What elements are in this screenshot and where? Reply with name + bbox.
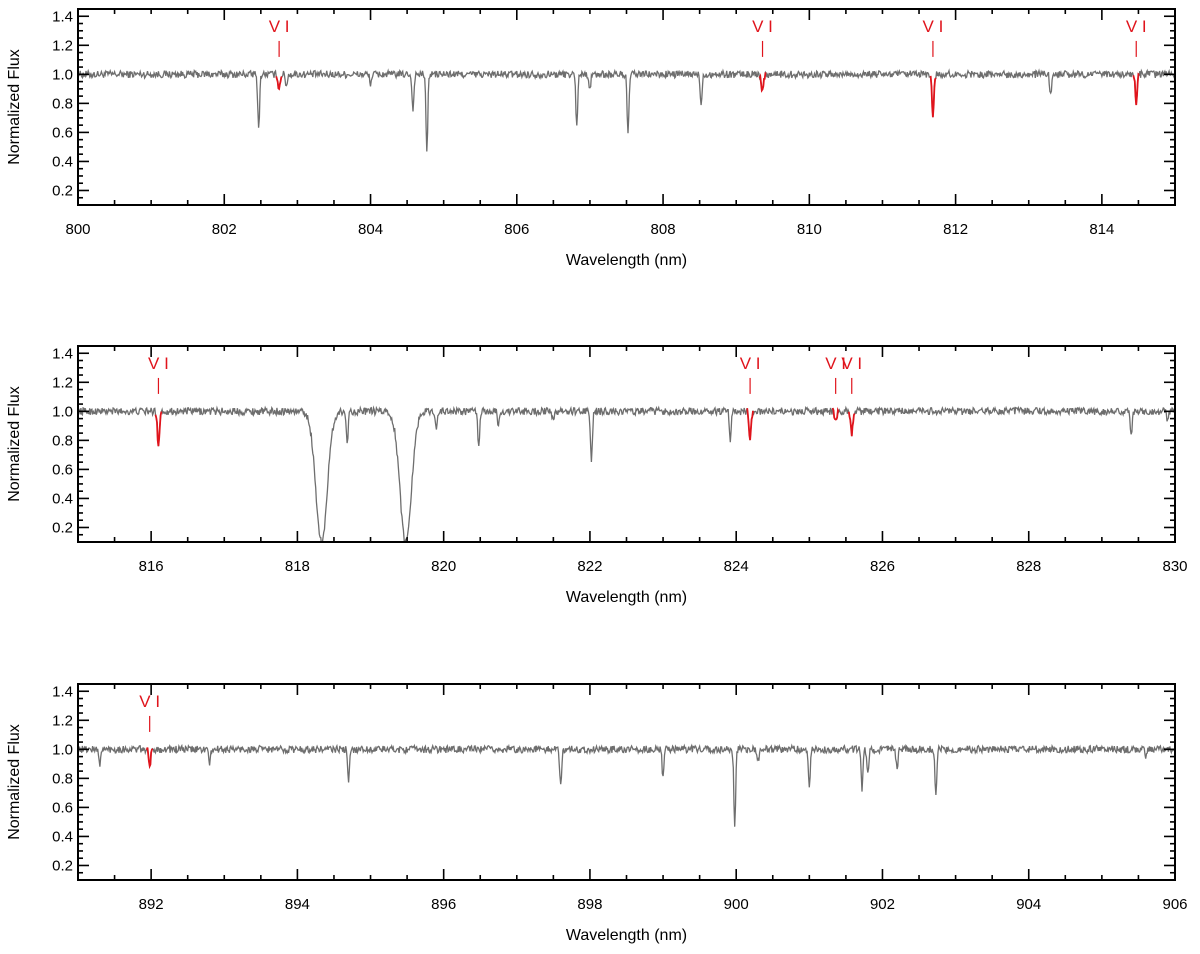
panel-1-xtick-label: 800 xyxy=(65,221,90,238)
panel-2-xtick-label: 824 xyxy=(724,558,749,575)
panel-2-ytick-label: 0.8 xyxy=(52,432,73,449)
panel-3-ytick-label: 0.4 xyxy=(52,828,73,845)
panel-2-vi-profile-2 xyxy=(746,408,754,441)
panel-2-spectrum-line xyxy=(78,405,1175,542)
panel-2-vi-profile-4 xyxy=(847,411,856,437)
panel-3-xtick-label: 900 xyxy=(724,896,749,913)
panel-2-ytick-label: 0.2 xyxy=(52,519,73,536)
panel-2-xtick-label: 830 xyxy=(1162,558,1187,575)
panel-3-axes-frame xyxy=(77,683,1176,881)
panel-3-x-axis-title: Wavelength (nm) xyxy=(566,927,687,944)
panel-1-xtick-label: 808 xyxy=(651,221,676,238)
panel-3-ytick-label: 1.4 xyxy=(52,683,73,700)
panel-2-ytick-label: 1.4 xyxy=(52,345,73,362)
panel-3-ytick-label: 0.6 xyxy=(52,799,73,816)
panel-1-ytick-label: 0.4 xyxy=(52,153,73,170)
panel-1-xtick-label: 804 xyxy=(358,221,383,238)
panel-1-vi-profile-4 xyxy=(1132,72,1140,106)
panel-3-xtick-label: 906 xyxy=(1162,896,1187,913)
panel-1-vi-profile-1 xyxy=(275,76,283,91)
panel-1-ytick-label: 1.4 xyxy=(52,8,73,25)
panel-1-x-axis-title: Wavelength (nm) xyxy=(566,252,687,269)
panel-1-xtick-label: 810 xyxy=(797,221,822,238)
panel-2-vi-label-4: V I xyxy=(841,354,862,373)
panel-1-xtick-label: 812 xyxy=(943,221,968,238)
panel-2-xtick-label: 826 xyxy=(870,558,895,575)
panel-2-xtick-label: 820 xyxy=(431,558,456,575)
panel-1-y-axis-title: Normalized Flux xyxy=(6,49,23,165)
panel-1-spectrum-line xyxy=(78,68,1175,152)
panel-2-ytick-label: 1.2 xyxy=(52,374,73,391)
panel-1-vi-label-1: V I xyxy=(269,17,290,36)
panel-3-ytick-label: 0.2 xyxy=(52,857,73,874)
panel-3-xtick-label: 896 xyxy=(431,896,456,913)
panel-3-xtick-label: 902 xyxy=(870,896,895,913)
panel-2-x-axis-title: Wavelength (nm) xyxy=(566,589,687,606)
panel-3-xtick-label: 898 xyxy=(577,896,602,913)
panel-1-ytick-label: 0.8 xyxy=(52,95,73,112)
panel-1-xtick-label: 802 xyxy=(212,221,237,238)
panel-2-vi-label-2: V I xyxy=(740,354,761,373)
panel-3-vi-profile-1 xyxy=(145,747,154,770)
panel-3-xtick-label: 892 xyxy=(139,896,164,913)
panel-2-vi-profile-3 xyxy=(831,406,840,421)
panel-2-xtick-label: 822 xyxy=(577,558,602,575)
panel-3-ytick-label: 1.0 xyxy=(52,741,73,758)
panel-2-y-axis-title: Normalized Flux xyxy=(6,386,23,502)
panel-1-ytick-label: 1.2 xyxy=(52,37,73,54)
panel-3-xtick-label: 904 xyxy=(1016,896,1041,913)
panel-3-xtick-label: 894 xyxy=(285,896,310,913)
panel-3-vi-label-1: V I xyxy=(139,692,160,711)
panel-2-ytick-label: 1.0 xyxy=(52,403,73,420)
panel-1-vi-profile-2 xyxy=(758,72,767,93)
panel-2-vi-label-1: V I xyxy=(148,354,169,373)
panel-1-vi-profile-3 xyxy=(929,75,937,118)
panel-1-vi-label-3: V I xyxy=(923,17,944,36)
panel-2-xtick-label: 816 xyxy=(139,558,164,575)
panel-3-spectrum-line xyxy=(78,743,1175,827)
panel-1-xtick-label: 814 xyxy=(1089,221,1114,238)
panel-2-ytick-label: 0.4 xyxy=(52,490,73,507)
panel-1-vi-label-2: V I xyxy=(752,17,773,36)
panel-1-vi-label-4: V I xyxy=(1126,17,1147,36)
panel-3-ytick-label: 1.2 xyxy=(52,712,73,729)
panel-1-xtick-label: 806 xyxy=(504,221,529,238)
panel-2-ytick-label: 0.6 xyxy=(52,461,73,478)
panel-1-ytick-label: 0.2 xyxy=(52,182,73,199)
panel-3-ytick-label: 0.8 xyxy=(52,770,73,787)
panel-2-xtick-label: 818 xyxy=(285,558,310,575)
panel-2-vi-label-3: V I xyxy=(825,354,846,373)
panel-1-ytick-label: 1.0 xyxy=(52,66,73,83)
panel-2-xtick-label: 828 xyxy=(1016,558,1041,575)
panel-3-y-axis-title: Normalized Flux xyxy=(6,724,23,840)
panel-2-vi-profile-1 xyxy=(154,411,163,447)
panel-1-ytick-label: 0.6 xyxy=(52,124,73,141)
panel-2-axes-frame xyxy=(77,345,1176,543)
